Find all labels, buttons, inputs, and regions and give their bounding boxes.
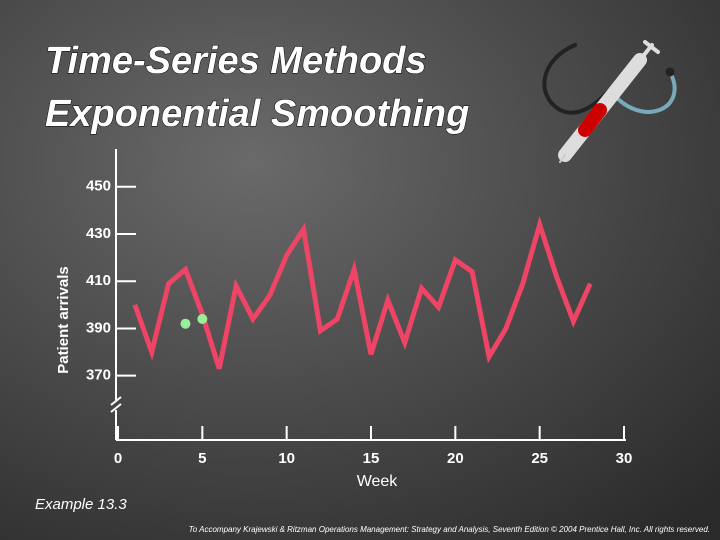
footer: To Accompany Krajewski & Ritzman Operati… [189,525,710,534]
y-tick-label: 430 [86,225,111,242]
point [197,314,208,324]
x-tick-label: 0 [114,450,122,467]
title-line: Time-Series Methods [45,40,427,82]
data-line [132,215,593,370]
y-tick-label: 410 [86,272,111,289]
point [180,318,191,329]
y-tick-label: 450 [86,178,111,195]
x-axis-label: Week [357,473,399,490]
annotation: Example 13.3 [35,496,127,513]
title-line: Exponential Smoothing [45,93,469,135]
x-tick-label: 15 [363,450,380,467]
y-tick-label: 390 [86,319,111,336]
x-tick-label: 10 [278,450,295,467]
x-tick-label: 25 [531,450,548,467]
x-tick-label: 20 [447,450,464,467]
medical-icon [542,40,677,163]
y-axis-label: Patient arrivals [55,266,72,374]
x-tick-label: 30 [616,450,633,467]
y-tick-label: 370 [86,367,111,384]
x-tick-label: 5 [198,450,206,467]
